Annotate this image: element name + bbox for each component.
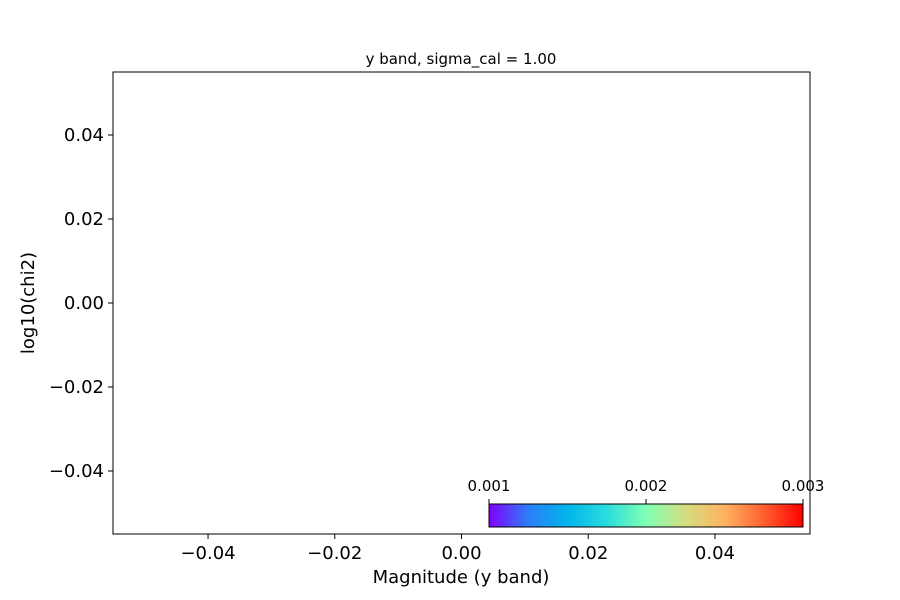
y-axis-ticks: 0.04 0.02 0.00 −0.02 −0.04 <box>49 125 113 482</box>
colorbar-bar <box>488 503 804 528</box>
y-tick-label: −0.02 <box>49 377 104 398</box>
y-tick-label: 0.02 <box>64 209 104 230</box>
x-tick-label: 0.02 <box>568 543 608 564</box>
chart-title: y band, sigma_cal = 1.00 <box>366 50 557 69</box>
plot-area-frame <box>112 71 811 535</box>
x-tick-label: −0.02 <box>307 543 362 564</box>
colorbar-ticks: 0.001 0.002 0.003 <box>468 477 825 504</box>
x-axis-label: Magnitude (y band) <box>373 567 550 588</box>
x-tick-label: −0.04 <box>180 543 235 564</box>
x-tick-label: 0.04 <box>695 543 735 564</box>
x-axis-ticks: −0.04 −0.02 0.00 0.02 0.04 <box>180 534 735 564</box>
x-tick-label: 0.00 <box>441 543 481 564</box>
y-axis-label: log10(chi2) <box>18 252 39 354</box>
y-tick-label: 0.04 <box>64 125 104 146</box>
colorbar: 0.001 0.002 0.003 <box>468 477 825 528</box>
y-tick-label: −0.04 <box>49 461 104 482</box>
colorbar-tick-label: 0.003 <box>782 477 825 495</box>
y-tick-label: 0.00 <box>64 293 104 314</box>
colorbar-tick-label: 0.002 <box>625 477 668 495</box>
colorbar-tick-label: 0.001 <box>468 477 511 495</box>
